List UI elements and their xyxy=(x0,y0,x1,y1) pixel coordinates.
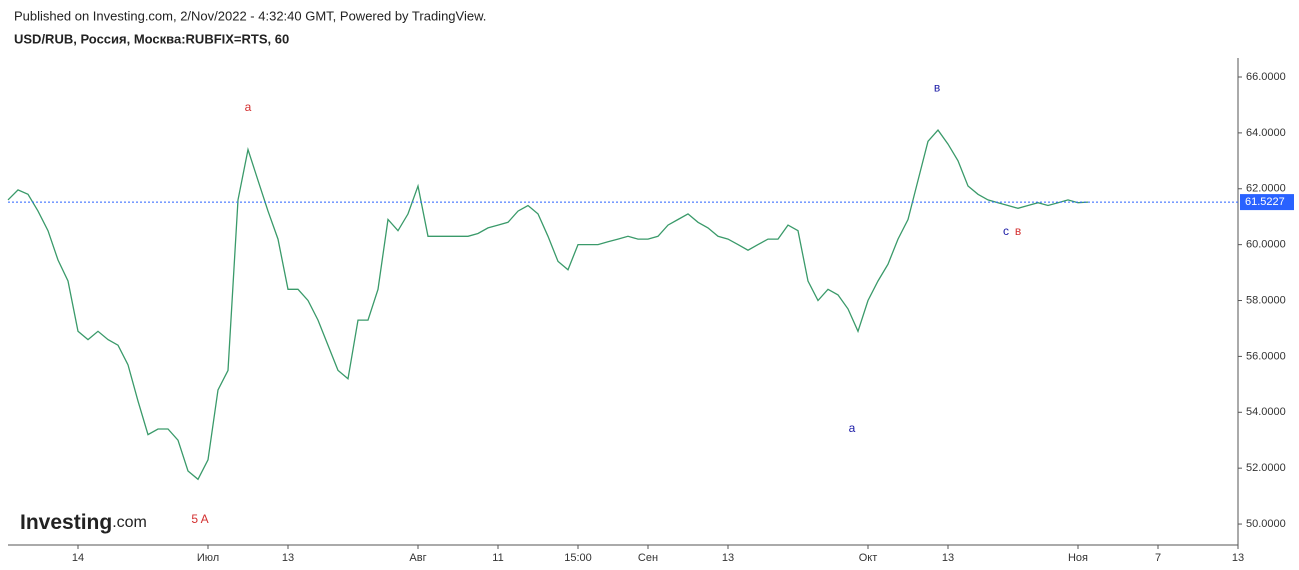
wave-label: в xyxy=(934,80,940,94)
x-tick-label: 14 xyxy=(72,552,84,564)
y-tick-label: 58.0000 xyxy=(1246,294,1286,306)
x-tick-label: 11 xyxy=(492,552,503,564)
x-tick-label: 15:00 xyxy=(564,552,592,564)
x-tick-label: Июл xyxy=(197,552,219,564)
logo-suffix: .com xyxy=(112,514,147,531)
x-tick-label: Сен xyxy=(638,552,658,564)
price-line xyxy=(7,129,1089,481)
wave-label: a xyxy=(849,421,856,435)
wave-label: c xyxy=(1003,224,1009,238)
y-tick-label: 62.0000 xyxy=(1246,183,1286,195)
wave-label: 5 A xyxy=(191,512,208,526)
x-tick-label: Ноя xyxy=(1068,552,1088,564)
published-note: Published on Investing.com, 2/Nov/2022 -… xyxy=(14,8,486,23)
y-tick-label: 56.0000 xyxy=(1246,350,1286,362)
logo-name: Investing xyxy=(20,511,112,534)
y-tick-label: 66.0000 xyxy=(1246,71,1286,83)
last-price-box xyxy=(1240,194,1294,211)
y-tick-label: 50.0000 xyxy=(1246,518,1286,530)
x-tick-label: 13 xyxy=(722,552,734,564)
y-tick-label: 60.0000 xyxy=(1246,239,1286,251)
x-tick-label: Окт xyxy=(859,552,878,564)
last-price-label: 61.5227 xyxy=(1245,196,1285,208)
x-tick-label: 13 xyxy=(1232,552,1244,564)
symbol-title: USD/RUB, Россия, Москва:RUBFIX=RTS, 60 xyxy=(14,31,289,46)
x-tick-label: 13 xyxy=(282,552,294,564)
y-tick-label: 64.0000 xyxy=(1246,127,1286,139)
x-tick-label: 7 xyxy=(1155,552,1161,564)
y-tick-label: 52.0000 xyxy=(1246,462,1286,474)
x-tick-label: 13 xyxy=(942,552,954,564)
wave-label: a xyxy=(245,100,252,114)
y-tick-label: 54.0000 xyxy=(1246,406,1286,418)
wave-label: в xyxy=(1015,224,1021,238)
logo: Investing.com xyxy=(20,511,147,534)
x-tick-label: Авг xyxy=(409,552,426,564)
